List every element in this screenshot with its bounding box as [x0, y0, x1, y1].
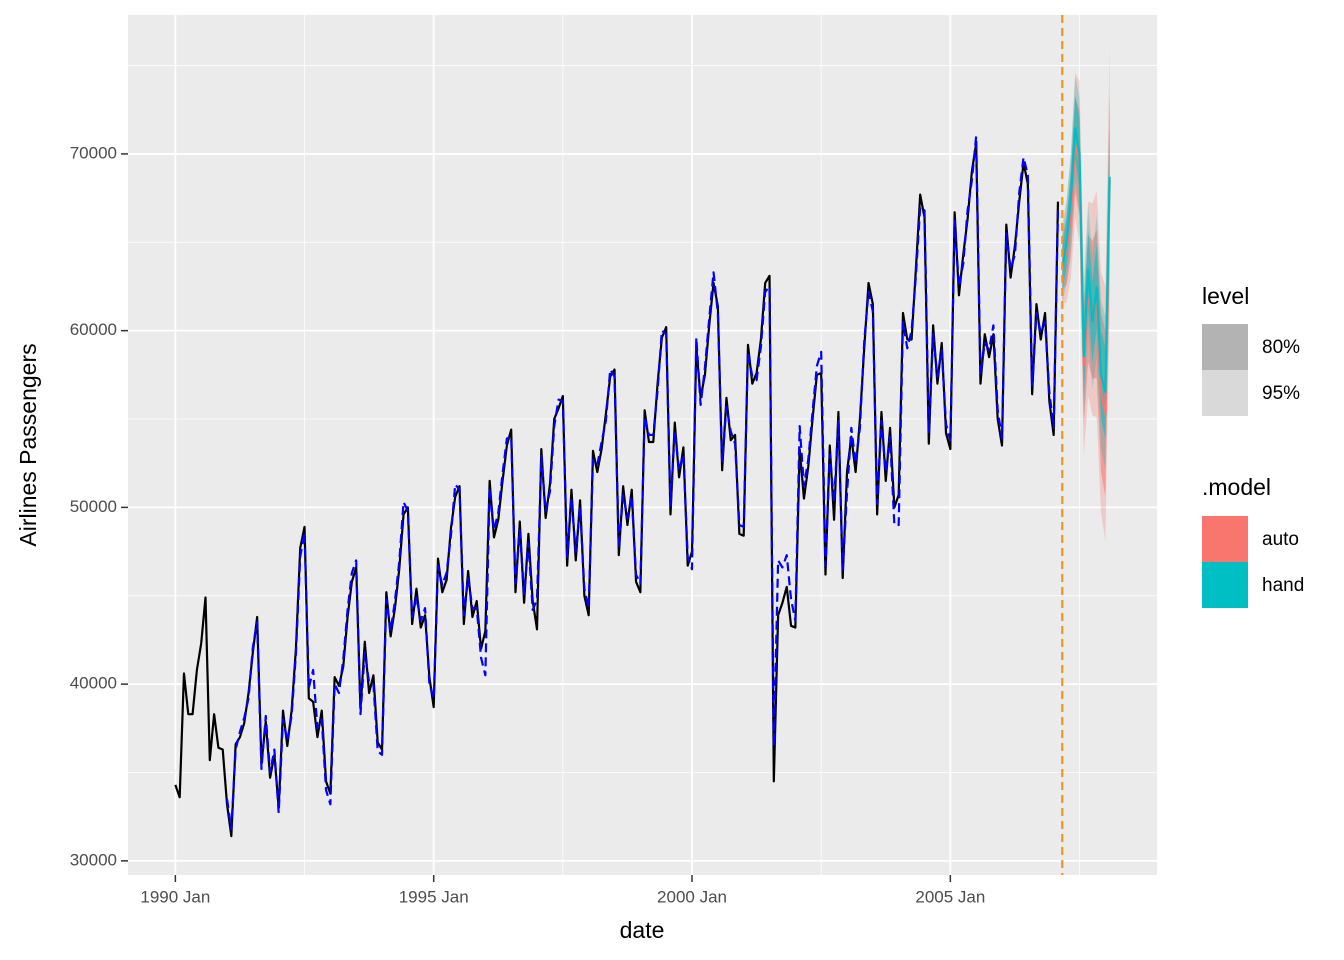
marks — [174, 15, 1111, 875]
y-tick-label: 40000 — [70, 674, 117, 693]
legend-label: 95% — [1262, 383, 1300, 404]
legend-title: level — [1202, 283, 1249, 309]
y-tick-label: 30000 — [70, 850, 117, 869]
panel — [128, 15, 1157, 875]
fitted-line — [225, 135, 1060, 831]
legend-key — [1202, 516, 1248, 562]
x-tick-label: 1990 Jan — [140, 887, 210, 906]
y-tick-label: 50000 — [70, 497, 117, 516]
legend-key — [1202, 324, 1248, 370]
y-tick-label: 70000 — [70, 143, 117, 162]
legend-label: 80% — [1262, 337, 1300, 358]
legend-title: .model — [1202, 474, 1271, 500]
legend: level 80% 95% .model auto hand — [1202, 283, 1304, 608]
legend-key — [1202, 562, 1248, 608]
y-axis-title: Airlines Passengers — [15, 343, 41, 546]
y-tick-label: 60000 — [70, 320, 117, 339]
x-tick-label: 2005 Jan — [915, 887, 985, 906]
x-axis-title: date — [620, 917, 665, 943]
legend-key — [1202, 370, 1248, 416]
axes: 30000 40000 50000 60000 70000 1990 Jan 1995 Ja… — [70, 143, 986, 906]
x-tick-label: 2000 Jan — [657, 887, 727, 906]
legend-label: hand — [1262, 575, 1304, 596]
x-tick-label: 1995 Jan — [399, 887, 469, 906]
forecast-line — [1061, 127, 1111, 393]
legend-label: auto — [1262, 529, 1299, 550]
